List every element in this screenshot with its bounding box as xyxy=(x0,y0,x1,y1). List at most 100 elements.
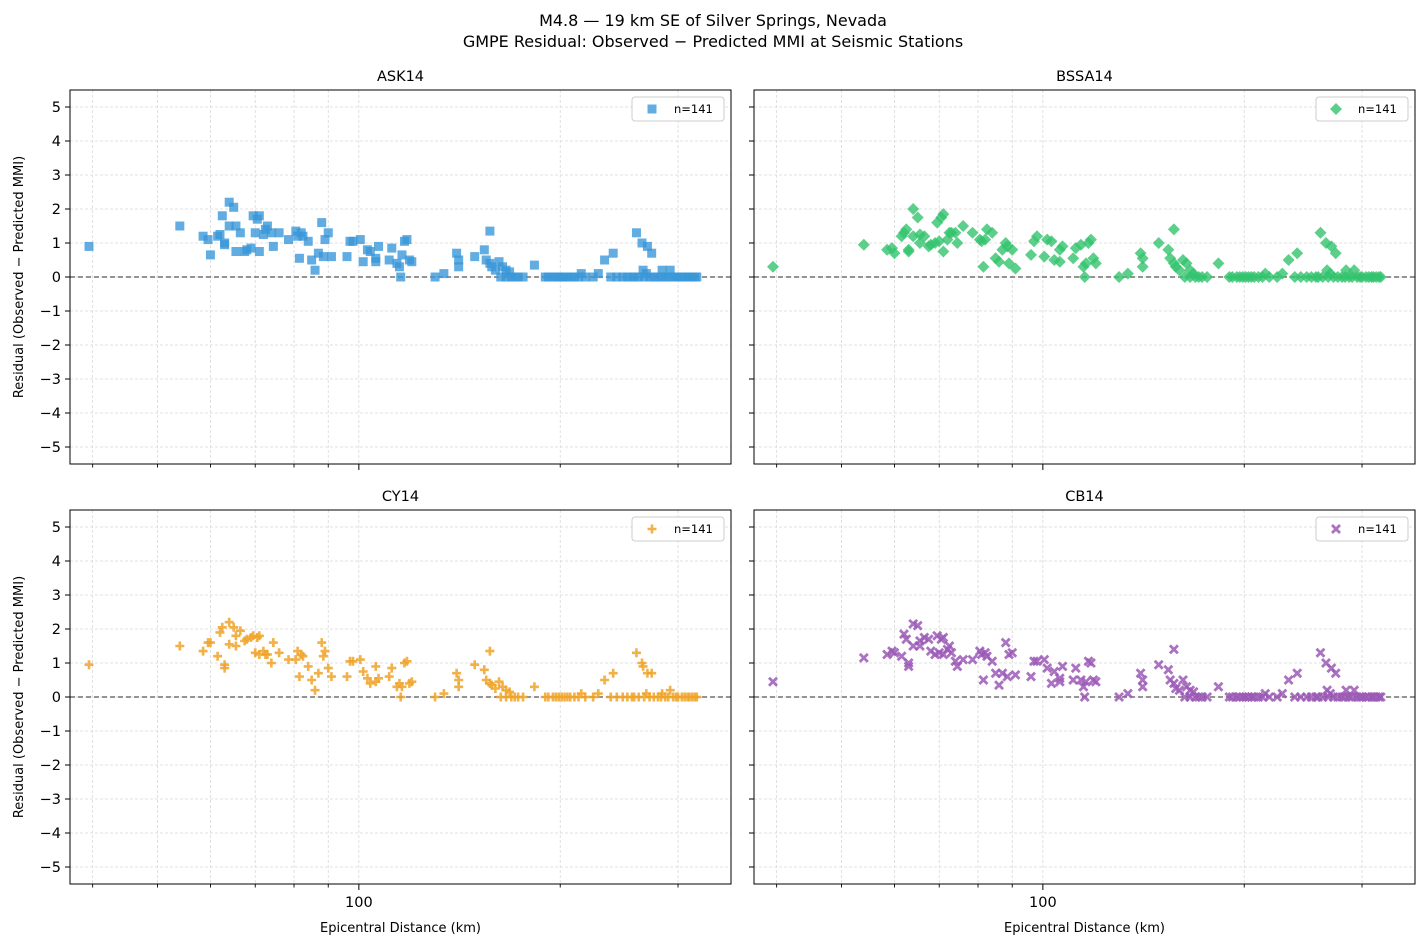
data-point xyxy=(637,238,647,248)
legend-box xyxy=(631,96,725,122)
data-point xyxy=(529,260,539,270)
data-point xyxy=(1038,250,1051,263)
data-point xyxy=(629,272,639,282)
data-point xyxy=(496,272,506,282)
data-point xyxy=(323,228,333,238)
data-point xyxy=(217,622,227,632)
data-point xyxy=(1213,681,1224,692)
x-axis-label: Epicentral Distance (km) xyxy=(1004,921,1165,936)
data-point xyxy=(1173,264,1186,277)
data-point xyxy=(220,663,230,673)
data-point xyxy=(768,676,778,687)
data-point xyxy=(1374,271,1387,283)
data-point xyxy=(1277,688,1288,699)
data-point xyxy=(452,248,462,258)
data-point xyxy=(213,651,223,661)
data-point xyxy=(957,220,970,232)
data-point xyxy=(1137,681,1148,692)
data-point xyxy=(439,269,449,279)
data-point xyxy=(987,656,998,667)
data-point xyxy=(84,660,94,670)
data-point xyxy=(1079,692,1090,702)
panel-title: ASK14 xyxy=(377,69,424,85)
data-point xyxy=(220,240,230,250)
data-point xyxy=(951,237,964,249)
data-point xyxy=(494,257,504,267)
data-point xyxy=(1070,663,1081,674)
data-point xyxy=(229,202,239,212)
data-point xyxy=(588,272,598,282)
data-point xyxy=(396,692,406,702)
y-tick-label: 0 xyxy=(52,270,61,286)
y-tick-label: 1 xyxy=(52,656,61,672)
data-point xyxy=(1162,243,1175,256)
y-tick-label: 1 xyxy=(52,236,61,252)
data-point xyxy=(911,211,924,224)
data-point xyxy=(958,654,969,665)
data-point xyxy=(593,689,603,699)
data-point xyxy=(901,634,912,645)
legend-box xyxy=(631,516,725,542)
data-point xyxy=(1085,658,1096,668)
data-point xyxy=(978,675,989,685)
data-point xyxy=(397,682,407,692)
data-point xyxy=(1057,661,1068,672)
grid xyxy=(70,90,731,464)
data-point xyxy=(647,668,657,678)
data-point xyxy=(205,638,215,648)
data-point xyxy=(224,639,234,649)
data-point xyxy=(593,269,603,279)
data-point xyxy=(198,646,208,656)
data-point xyxy=(923,634,934,645)
y-tick-label: −1 xyxy=(40,304,61,320)
data-point xyxy=(384,255,394,265)
data-point xyxy=(1263,271,1276,283)
data-point xyxy=(175,641,185,651)
data-point xyxy=(348,236,358,246)
data-point xyxy=(310,265,320,275)
data-point xyxy=(205,250,215,260)
data-point xyxy=(949,226,962,239)
data-point xyxy=(215,230,225,239)
data-point xyxy=(918,230,931,243)
data-point xyxy=(993,255,1006,268)
legend-marker xyxy=(647,104,657,114)
y-tick-label: 3 xyxy=(52,588,61,604)
data-point xyxy=(937,245,950,258)
data-point xyxy=(1152,237,1165,249)
x-axis-label: Epicentral Distance (km) xyxy=(320,921,481,936)
y-tick-label: 4 xyxy=(52,134,61,150)
data-point xyxy=(310,685,320,695)
data-point xyxy=(318,252,328,262)
data-point xyxy=(317,218,327,228)
data-point xyxy=(1078,681,1089,692)
data-point xyxy=(254,211,264,221)
data-point xyxy=(1291,247,1304,260)
data-point xyxy=(266,658,276,668)
data-point xyxy=(631,648,641,658)
data-point xyxy=(454,682,464,692)
data-point xyxy=(1201,271,1214,283)
data-point xyxy=(439,689,449,699)
data-point xyxy=(1375,692,1386,702)
data-point xyxy=(430,692,440,702)
data-point xyxy=(1330,668,1341,679)
data-point xyxy=(600,675,610,685)
data-point xyxy=(631,228,641,238)
legend: n=141 xyxy=(1315,96,1409,122)
data-point xyxy=(342,672,352,682)
data-point xyxy=(454,262,464,272)
data-point xyxy=(1000,637,1011,648)
y-tick-label: 5 xyxy=(52,100,61,116)
data-point xyxy=(387,243,397,253)
data-point xyxy=(1046,678,1057,689)
y-tick-label: −3 xyxy=(40,372,61,388)
data-point xyxy=(1134,247,1147,260)
data-point xyxy=(268,638,278,648)
data-point xyxy=(1136,252,1149,265)
data-point xyxy=(612,272,622,282)
data-point xyxy=(858,652,869,663)
data-point xyxy=(1114,692,1125,702)
panel-cy14: −5 −4 −3 −2 −1 0 1 2 3 4 5 100 CY14 Residual (Observe… xyxy=(12,489,732,936)
y-tick-label: −2 xyxy=(40,338,61,354)
